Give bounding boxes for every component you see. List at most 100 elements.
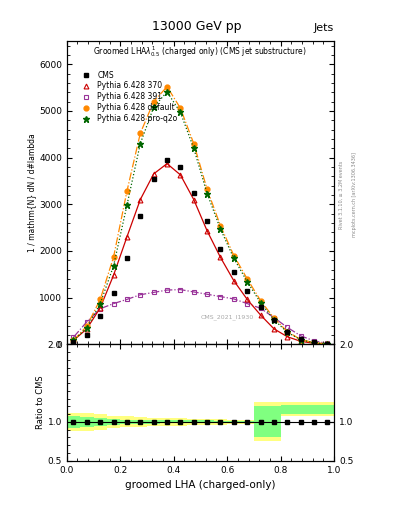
Pythia 6.428 391 [71, 334, 76, 340]
Pythia 6.428 391 [151, 289, 156, 295]
Pythia 6.428 default [191, 140, 196, 146]
Pythia 6.428 pro-q2o [312, 339, 316, 346]
Pythia 6.428 default [325, 341, 330, 347]
Pythia 6.428 pro-q2o [125, 202, 129, 208]
Text: 13000 GeV pp: 13000 GeV pp [152, 20, 241, 33]
Legend: CMS, Pythia 6.428 370, Pythia 6.428 391, Pythia 6.428 default, Pythia 6.428 pro-: CMS, Pythia 6.428 370, Pythia 6.428 391,… [76, 69, 179, 125]
CMS [111, 290, 116, 296]
Pythia 6.428 370 [165, 161, 169, 167]
CMS [272, 317, 276, 323]
Pythia 6.428 391 [165, 287, 169, 293]
Pythia 6.428 default [111, 254, 116, 260]
CMS [312, 339, 316, 346]
Pythia 6.428 370 [325, 341, 330, 347]
CMS [165, 157, 169, 163]
Pythia 6.428 391 [191, 289, 196, 295]
Pythia 6.428 pro-q2o [111, 263, 116, 269]
Pythia 6.428 pro-q2o [285, 329, 290, 335]
Pythia 6.428 default [98, 296, 103, 303]
Pythia 6.428 370 [298, 338, 303, 345]
Line: Pythia 6.428 391: Pythia 6.428 391 [71, 287, 330, 346]
Pythia 6.428 370 [258, 312, 263, 318]
Pythia 6.428 370 [98, 305, 103, 311]
Pythia 6.428 pro-q2o [298, 337, 303, 343]
Pythia 6.428 pro-q2o [178, 109, 183, 115]
Pythia 6.428 default [71, 337, 76, 344]
Pythia 6.428 default [151, 98, 156, 104]
Pythia 6.428 pro-q2o [71, 337, 76, 344]
CMS [125, 255, 129, 261]
Pythia 6.428 pro-q2o [272, 316, 276, 323]
Text: Groomed LHA$\lambda^1_{0.5}$ (charged only) (CMS jet substructure): Groomed LHA$\lambda^1_{0.5}$ (charged on… [94, 44, 307, 59]
Pythia 6.428 370 [312, 340, 316, 347]
CMS [138, 213, 143, 219]
Pythia 6.428 pro-q2o [138, 140, 143, 146]
Text: Rivet 3.1.10, ≥ 3.2M events: Rivet 3.1.10, ≥ 3.2M events [339, 160, 344, 229]
Pythia 6.428 391 [285, 324, 290, 330]
CMS [205, 218, 209, 224]
Pythia 6.428 391 [325, 340, 330, 347]
Pythia 6.428 pro-q2o [191, 145, 196, 152]
Pythia 6.428 370 [285, 334, 290, 340]
Pythia 6.428 391 [258, 305, 263, 311]
Pythia 6.428 default [84, 323, 89, 329]
Pythia 6.428 370 [231, 278, 236, 284]
Pythia 6.428 370 [205, 228, 209, 234]
Pythia 6.428 370 [138, 197, 143, 203]
Pythia 6.428 pro-q2o [245, 279, 250, 285]
Text: mcplots.cern.ch [arXiv:1306.3436]: mcplots.cern.ch [arXiv:1306.3436] [352, 152, 357, 237]
X-axis label: groomed LHA (charged-only): groomed LHA (charged-only) [125, 480, 275, 490]
Pythia 6.428 default [245, 276, 250, 282]
Pythia 6.428 default [231, 252, 236, 259]
Pythia 6.428 391 [298, 333, 303, 339]
Pythia 6.428 default [138, 130, 143, 136]
CMS [245, 287, 250, 293]
Pythia 6.428 370 [151, 171, 156, 177]
CMS [325, 340, 330, 347]
Pythia 6.428 370 [245, 296, 250, 303]
Line: Pythia 6.428 default: Pythia 6.428 default [71, 84, 330, 346]
CMS [178, 164, 183, 170]
Pythia 6.428 370 [125, 234, 129, 240]
Text: CMS_2021_I1930: CMS_2021_I1930 [200, 314, 254, 320]
Pythia 6.428 pro-q2o [231, 255, 236, 262]
Pythia 6.428 default [258, 297, 263, 304]
CMS [231, 269, 236, 275]
Text: Jets: Jets [314, 23, 334, 33]
CMS [71, 339, 76, 345]
CMS [298, 335, 303, 342]
Pythia 6.428 default [272, 315, 276, 321]
Pythia 6.428 default [125, 188, 129, 194]
CMS [98, 313, 103, 319]
Pythia 6.428 391 [218, 293, 223, 300]
Pythia 6.428 391 [231, 296, 236, 302]
CMS [285, 329, 290, 335]
Pythia 6.428 391 [205, 291, 209, 297]
CMS [258, 304, 263, 310]
Pythia 6.428 pro-q2o [205, 190, 209, 197]
Pythia 6.428 391 [111, 301, 116, 307]
Pythia 6.428 370 [111, 272, 116, 278]
Pythia 6.428 391 [125, 296, 129, 303]
Pythia 6.428 pro-q2o [84, 325, 89, 331]
Pythia 6.428 pro-q2o [151, 104, 156, 110]
Pythia 6.428 370 [218, 254, 223, 261]
CMS [151, 176, 156, 182]
Pythia 6.428 370 [272, 326, 276, 332]
Pythia 6.428 default [312, 339, 316, 346]
Pythia 6.428 391 [84, 318, 89, 325]
Pythia 6.428 391 [178, 287, 183, 293]
Pythia 6.428 370 [191, 197, 196, 203]
Line: CMS: CMS [71, 158, 330, 346]
Pythia 6.428 370 [178, 172, 183, 178]
Pythia 6.428 default [298, 336, 303, 343]
Line: Pythia 6.428 pro-q2o: Pythia 6.428 pro-q2o [70, 89, 331, 347]
Pythia 6.428 370 [71, 337, 76, 344]
Y-axis label: Ratio to CMS: Ratio to CMS [36, 376, 45, 429]
Pythia 6.428 pro-q2o [218, 226, 223, 232]
Pythia 6.428 default [205, 186, 209, 193]
Line: Pythia 6.428 370: Pythia 6.428 370 [71, 161, 330, 347]
Pythia 6.428 pro-q2o [165, 89, 169, 95]
CMS [218, 245, 223, 251]
Pythia 6.428 370 [84, 326, 89, 332]
